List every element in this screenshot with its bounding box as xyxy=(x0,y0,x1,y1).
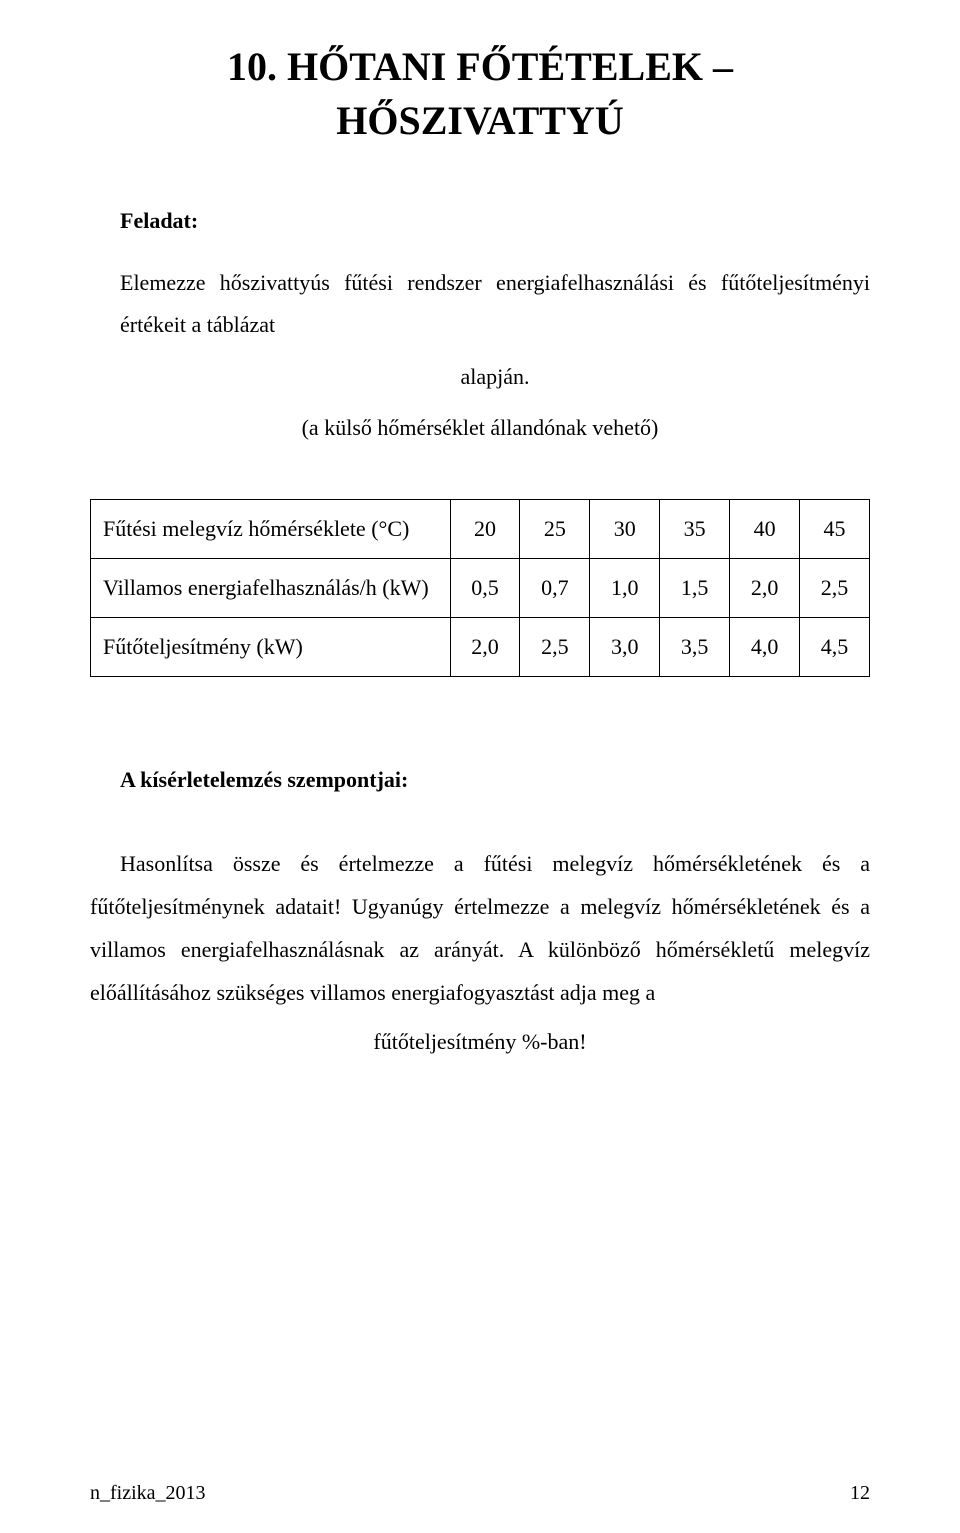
row-label: Fűtőteljesítmény (kW) xyxy=(91,618,451,677)
data-table: Fűtési melegvíz hőmérséklete (°C) 20 25 … xyxy=(90,499,870,677)
page-title: 10. HŐTANI FŐTÉTELEK – HŐSZIVATTYÚ xyxy=(90,40,870,148)
intro-line-2: alapján. xyxy=(120,356,870,398)
cell: 0,5 xyxy=(450,559,520,618)
footer-left: n_fizika_2013 xyxy=(90,1482,206,1505)
page: 10. HŐTANI FŐTÉTELEK – HŐSZIVATTYÚ Felad… xyxy=(0,0,960,1533)
footer-page-number: 12 xyxy=(850,1482,870,1505)
cell: 1,0 xyxy=(590,559,660,618)
footer: n_fizika_2013 12 xyxy=(90,1482,870,1505)
cell: 3,5 xyxy=(660,618,730,677)
cell: 40 xyxy=(730,500,800,559)
title-line-2: HŐSZIVATTYÚ xyxy=(336,98,624,143)
task-label: Feladat: xyxy=(120,208,870,234)
body-paragraph-1: Hasonlítsa össze és értelmezze a fűtési … xyxy=(90,843,870,1015)
cell: 4,0 xyxy=(730,618,800,677)
cell: 2,0 xyxy=(450,618,520,677)
cell: 35 xyxy=(660,500,730,559)
cell: 4,5 xyxy=(800,618,870,677)
cell: 20 xyxy=(450,500,520,559)
table-row: Villamos energiafelhasználás/h (kW) 0,5 … xyxy=(91,559,870,618)
intro-line-1: Elemezze hőszivattyús fűtési rendszer en… xyxy=(120,262,870,346)
cell: 25 xyxy=(520,500,590,559)
cell: 45 xyxy=(800,500,870,559)
cell: 2,0 xyxy=(730,559,800,618)
cell: 2,5 xyxy=(800,559,870,618)
row-label: Villamos energiafelhasználás/h (kW) xyxy=(91,559,451,618)
table-row: Fűtőteljesítmény (kW) 2,0 2,5 3,0 3,5 4,… xyxy=(91,618,870,677)
cell: 0,7 xyxy=(520,559,590,618)
cell: 3,0 xyxy=(590,618,660,677)
cell: 1,5 xyxy=(660,559,730,618)
cell: 2,5 xyxy=(520,618,590,677)
table-row: Fűtési melegvíz hőmérséklete (°C) 20 25 … xyxy=(91,500,870,559)
row-label: Fűtési melegvíz hőmérséklete (°C) xyxy=(91,500,451,559)
title-line-1: 10. HŐTANI FŐTÉTELEK – xyxy=(227,44,733,89)
body-paragraph-2: fűtőteljesítmény %-ban! xyxy=(90,1021,870,1064)
note-text: (a külső hőmérséklet állandónak vehető) xyxy=(90,407,870,449)
cell: 30 xyxy=(590,500,660,559)
analysis-label: A kísérletelemzés szempontjai: xyxy=(120,767,870,793)
